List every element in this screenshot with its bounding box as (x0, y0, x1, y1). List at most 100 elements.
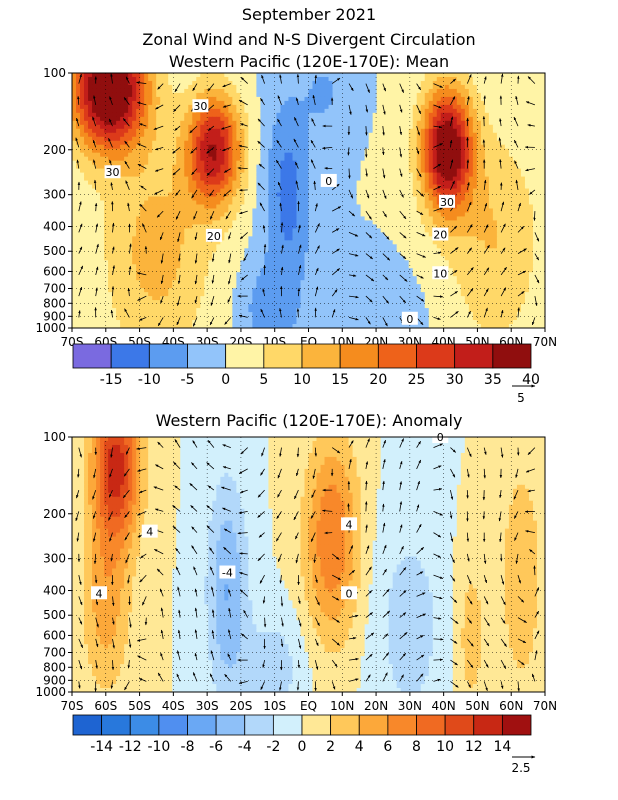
field-cell (252, 108, 257, 114)
field-cell (484, 152, 490, 158)
field-cell (212, 112, 217, 118)
field-cell (228, 212, 233, 218)
field-cell (428, 180, 434, 186)
field-cell (216, 200, 221, 206)
field-cell (356, 108, 362, 114)
field-cell (168, 176, 173, 182)
field-cell (532, 192, 538, 198)
field-cell (148, 92, 153, 98)
field-cell (540, 200, 545, 206)
field-cell (532, 112, 538, 118)
field-cell (124, 156, 129, 162)
field-cell (520, 128, 526, 134)
field-cell (272, 168, 278, 174)
field-cell (468, 136, 474, 142)
field-cell (252, 120, 257, 126)
field-cell (164, 88, 169, 94)
field-cell (212, 188, 217, 194)
field-cell (148, 100, 153, 106)
field-cell (484, 212, 490, 218)
field-cell (408, 100, 414, 106)
field-cell (228, 196, 233, 202)
field-cell (500, 112, 506, 118)
field-cell (480, 80, 486, 86)
field-cell (476, 124, 482, 130)
field-cell (228, 184, 233, 190)
field-cell (364, 140, 370, 146)
field-cell (376, 132, 382, 138)
field-cell (136, 144, 141, 150)
field-cell (520, 176, 526, 182)
field-cell (156, 220, 161, 225)
field-cell (516, 132, 522, 138)
field-cell (376, 232, 382, 237)
field-cell (540, 116, 545, 122)
field-cell (92, 240, 97, 245)
field-cell (424, 188, 430, 194)
field-cell (444, 132, 450, 138)
field-cell (88, 180, 93, 186)
field-cell (468, 192, 474, 198)
field-cell (128, 200, 133, 206)
field-cell (392, 120, 398, 126)
field-cell (520, 80, 526, 86)
field-cell (300, 232, 306, 237)
field-cell (296, 76, 302, 82)
field-cell (72, 236, 77, 241)
field-cell (340, 120, 346, 126)
field-cell (256, 112, 261, 118)
field-cell (368, 120, 374, 126)
field-cell (296, 92, 302, 98)
field-cell (256, 120, 261, 126)
field-cell (268, 172, 274, 178)
field-cell (456, 236, 462, 241)
field-cell (196, 148, 201, 154)
field-cell (344, 156, 350, 162)
field-cell (532, 208, 538, 214)
field-cell (168, 84, 173, 90)
field-cell (276, 188, 282, 194)
field-cell (124, 176, 129, 182)
field-cell (316, 120, 322, 126)
field-cell (156, 232, 161, 237)
field-cell (232, 80, 237, 86)
field-cell (80, 140, 85, 146)
field-cell (72, 80, 77, 86)
field-cell (384, 188, 390, 194)
field-cell (412, 120, 418, 126)
field-cell (472, 124, 478, 130)
field-cell (136, 92, 141, 98)
field-cell (144, 164, 149, 170)
field-cell (284, 100, 290, 106)
field-cell (148, 120, 153, 126)
field-cell (516, 148, 522, 154)
field-cell (112, 108, 117, 114)
field-cell (116, 84, 121, 90)
field-cell (452, 148, 458, 154)
field-cell (172, 112, 177, 118)
field-cell (284, 96, 290, 102)
field-cell (312, 208, 318, 214)
field-cell (280, 192, 286, 198)
field-cell (200, 164, 205, 170)
field-cell (136, 160, 141, 166)
field-cell (76, 148, 81, 154)
field-cell (120, 140, 125, 146)
field-cell (380, 100, 386, 106)
field-cell (516, 136, 522, 142)
field-cell (464, 160, 470, 166)
field-cell (120, 164, 125, 170)
field-cell (120, 212, 125, 218)
field-cell (220, 224, 225, 229)
field-cell (308, 132, 314, 138)
field-cell (368, 80, 374, 86)
field-cell (132, 240, 137, 245)
field-cell (100, 152, 105, 158)
field-cell (304, 100, 310, 106)
field-cell (372, 76, 378, 82)
field-cell (352, 160, 358, 166)
field-cell (360, 192, 366, 198)
field-cell (392, 176, 398, 182)
field-cell (268, 136, 274, 142)
field-cell (292, 96, 298, 102)
